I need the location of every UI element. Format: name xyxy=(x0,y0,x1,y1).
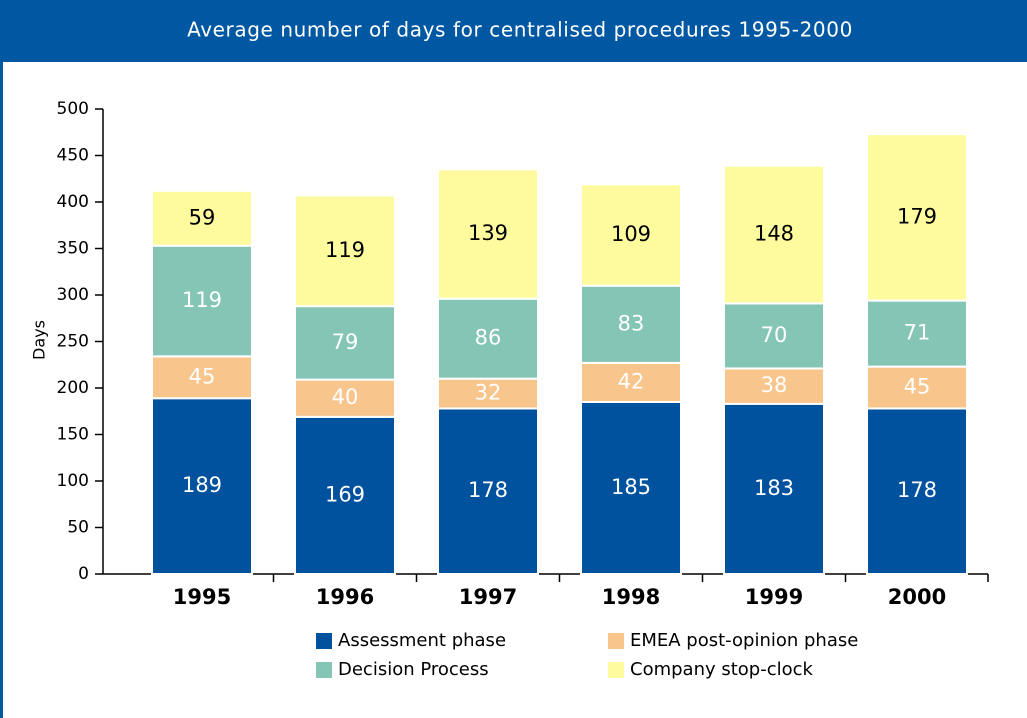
bar-segment xyxy=(437,407,539,575)
bar-segment xyxy=(437,377,539,410)
y-tick-label: 150 xyxy=(57,425,89,445)
legend-label: EMEA post-opinion phase xyxy=(630,630,858,651)
data-label: 183 xyxy=(754,476,794,500)
bar-segment xyxy=(151,355,253,400)
data-label: 148 xyxy=(754,222,794,246)
y-tick-label: 450 xyxy=(57,146,89,166)
y-tick-label: 100 xyxy=(57,471,89,491)
bar-segment xyxy=(723,164,825,305)
chart-title: Average number of days for centralised p… xyxy=(187,18,853,42)
data-label: 86 xyxy=(475,326,502,350)
bar-segment xyxy=(437,168,539,300)
y-tick-label: 200 xyxy=(57,378,89,398)
x-tick-label: 1997 xyxy=(459,585,517,609)
data-label: 178 xyxy=(468,478,508,502)
data-label: 45 xyxy=(189,364,216,388)
bar-segment xyxy=(580,361,682,403)
bar-segment xyxy=(723,402,825,575)
data-label: 40 xyxy=(332,385,359,409)
bar-segment xyxy=(866,365,968,410)
x-tick-label: 1996 xyxy=(316,585,374,609)
x-tick-label: 1995 xyxy=(173,585,231,609)
bar-segment xyxy=(723,367,825,405)
data-label: 109 xyxy=(611,222,651,246)
left-border xyxy=(0,0,3,718)
data-label: 119 xyxy=(325,238,365,262)
legend-label: Assessment phase xyxy=(338,630,506,651)
y-tick-label: 300 xyxy=(57,285,89,305)
data-label: 178 xyxy=(897,478,937,502)
data-label: 119 xyxy=(182,288,222,312)
legend-swatch xyxy=(608,662,624,678)
data-label: 83 xyxy=(618,311,645,335)
data-label: 185 xyxy=(611,475,651,499)
legend-label: Decision Process xyxy=(338,659,489,680)
legend-swatch xyxy=(316,662,332,678)
legend-swatch xyxy=(316,633,332,649)
bar-segment xyxy=(151,397,253,576)
legend-label: Company stop-clock xyxy=(630,659,814,680)
x-tick-label: 2000 xyxy=(888,585,946,609)
bar-segment xyxy=(866,407,968,575)
data-label: 139 xyxy=(468,221,508,245)
legend-swatch xyxy=(608,633,624,649)
y-axis-label: Days xyxy=(30,320,49,360)
data-label: 179 xyxy=(897,204,937,228)
data-label: 70 xyxy=(761,323,788,347)
bar-segment xyxy=(294,415,396,575)
y-tick-label: 0 xyxy=(78,564,89,584)
y-tick-label: 400 xyxy=(57,192,89,212)
data-label: 189 xyxy=(182,473,222,497)
bar-segment xyxy=(866,133,968,302)
data-label: 38 xyxy=(761,373,788,397)
title-bar xyxy=(0,0,1027,62)
bar-segment xyxy=(580,284,682,364)
y-tick-label: 50 xyxy=(67,518,89,538)
bar-segment xyxy=(437,297,539,380)
bar-segment xyxy=(151,244,253,358)
data-label: 79 xyxy=(332,330,359,354)
bar-segment xyxy=(294,305,396,381)
data-label: 59 xyxy=(189,205,216,229)
bar-segment xyxy=(294,194,396,308)
data-label: 45 xyxy=(904,375,931,399)
data-label: 32 xyxy=(475,381,502,405)
data-label: 169 xyxy=(325,482,365,506)
bar-segment xyxy=(580,400,682,576)
y-tick-label: 250 xyxy=(57,332,89,352)
x-tick-label: 1998 xyxy=(602,585,660,609)
bar-segment xyxy=(580,183,682,287)
bar-segment xyxy=(151,189,253,247)
data-label: 71 xyxy=(904,321,931,345)
bar-segment xyxy=(294,378,396,418)
x-tick-label: 1999 xyxy=(745,585,803,609)
bar-segment xyxy=(866,299,968,368)
data-label: 42 xyxy=(618,369,645,393)
y-tick-label: 500 xyxy=(57,99,89,119)
y-tick-label: 350 xyxy=(57,239,89,259)
